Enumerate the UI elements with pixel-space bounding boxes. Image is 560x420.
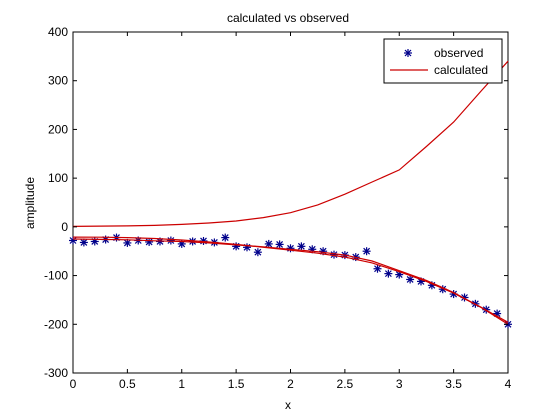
legend-label-calculated: calculated bbox=[434, 63, 488, 77]
marker-stroke bbox=[265, 240, 273, 248]
marker-stroke bbox=[374, 265, 381, 273]
y-tick-label: 300 bbox=[48, 74, 68, 88]
data-point-observed bbox=[166, 236, 175, 245]
data-point-observed bbox=[243, 243, 251, 252]
marker-stroke bbox=[145, 238, 153, 246]
legend-marker-observed bbox=[404, 49, 412, 57]
x-tick-label: 1 bbox=[178, 377, 185, 391]
y-axis-label: amplitude bbox=[23, 177, 37, 229]
marker-stroke bbox=[80, 239, 88, 246]
y-tick-label: 400 bbox=[48, 25, 68, 39]
data-point-observed bbox=[232, 242, 241, 251]
y-tick-label: 200 bbox=[48, 122, 68, 136]
marker-stroke bbox=[276, 240, 284, 248]
data-point-observed bbox=[362, 247, 371, 256]
data-point-observed bbox=[264, 239, 273, 248]
marker-stroke bbox=[450, 290, 458, 298]
x-axis-label: x bbox=[285, 398, 291, 412]
x-tick-label: 0.5 bbox=[119, 377, 136, 391]
data-point-observed bbox=[145, 237, 154, 246]
data-point-observed bbox=[275, 240, 284, 249]
data-point-observed bbox=[297, 242, 306, 251]
data-point-observed bbox=[253, 248, 262, 257]
x-tick-label: 3 bbox=[396, 377, 403, 391]
marker-stroke bbox=[221, 234, 229, 241]
data-point-observed bbox=[79, 238, 88, 247]
marker-stroke bbox=[439, 285, 447, 293]
marker-stroke bbox=[167, 237, 175, 244]
ticks-layer: 0 0.5 1 1.5 2 2.5 3 3.5 4 -300 -200 -100 0 100 200 300 4… bbox=[44, 25, 512, 391]
series-line-calculated-1 bbox=[72, 238, 509, 325]
y-tick-label: -100 bbox=[44, 269, 68, 283]
x-tick-label: 3.5 bbox=[445, 377, 462, 391]
marker-stroke bbox=[330, 251, 338, 259]
x-tick-label: 4 bbox=[505, 377, 512, 391]
chart-title: calculated vs observed bbox=[227, 11, 349, 25]
marker-stroke bbox=[363, 247, 371, 255]
legend-label-observed: observed bbox=[434, 46, 483, 60]
data-point-observed bbox=[221, 233, 230, 242]
legend: observed calculated bbox=[383, 38, 503, 84]
y-tick-label: -300 bbox=[44, 366, 68, 380]
x-tick-label: 0 bbox=[70, 377, 77, 391]
x-tick-label: 2.5 bbox=[337, 377, 354, 391]
legend-box bbox=[383, 38, 503, 84]
data-point-observed bbox=[90, 237, 99, 246]
plot-area bbox=[72, 31, 509, 374]
y-tick-label: -200 bbox=[44, 317, 68, 331]
data-point-observed bbox=[373, 264, 382, 273]
y-tick-label: 0 bbox=[61, 220, 68, 234]
x-tick-label: 1.5 bbox=[228, 377, 245, 391]
marker-stroke bbox=[406, 276, 414, 283]
marker-stroke bbox=[297, 242, 305, 250]
marker-stroke bbox=[123, 239, 131, 247]
marker-stroke bbox=[384, 270, 392, 278]
data-point-observed bbox=[384, 269, 393, 278]
x-tick-label: 2 bbox=[287, 377, 294, 391]
series-line-calculated-3 bbox=[72, 60, 509, 227]
marker-stroke bbox=[461, 294, 468, 301]
series-layer bbox=[69, 60, 512, 329]
marker-stroke bbox=[254, 248, 262, 256]
y-tick-label: 100 bbox=[48, 171, 68, 185]
data-point-observed bbox=[406, 275, 415, 284]
series-line-calculated-2 bbox=[72, 236, 509, 323]
